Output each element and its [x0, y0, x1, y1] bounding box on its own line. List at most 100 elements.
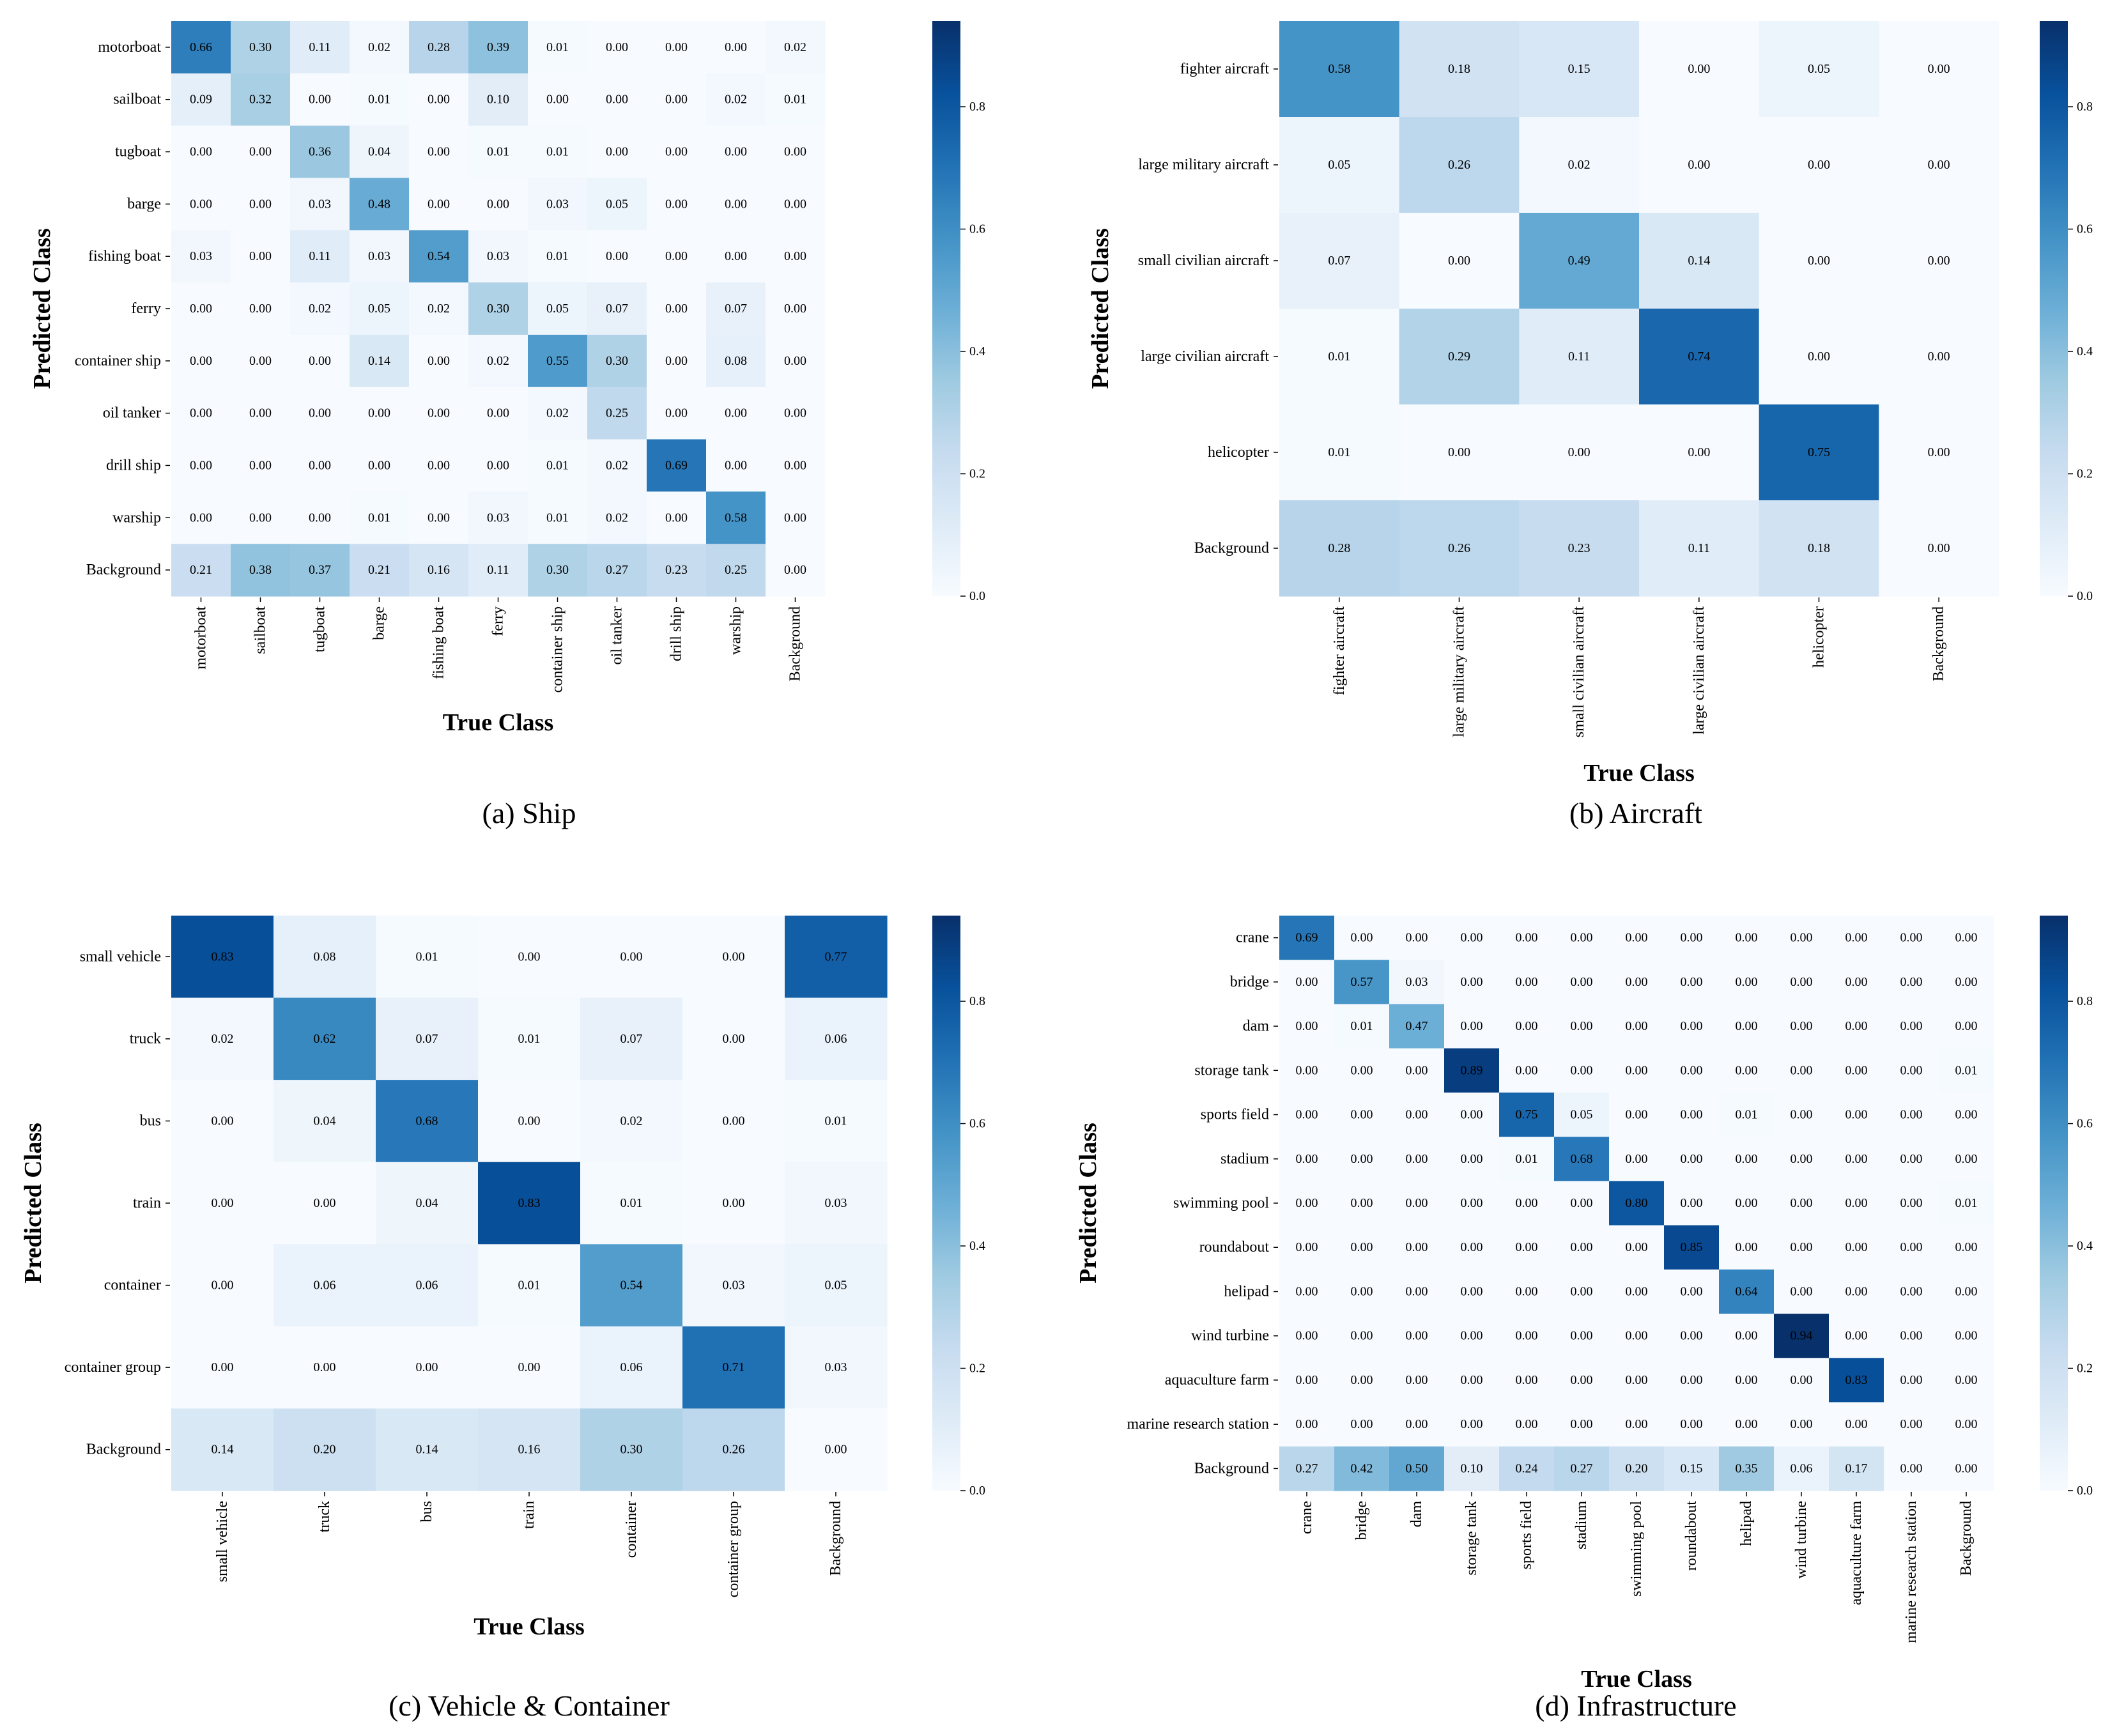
- cell-value: 0.00: [1845, 1240, 1868, 1254]
- cell-value: 0.00: [1461, 931, 1483, 945]
- cell-value: 0.05: [1808, 62, 1830, 76]
- cell-value: 0.14: [416, 1443, 438, 1457]
- cell-value: 0.00: [1461, 1152, 1483, 1166]
- heatmap-cell: [171, 1080, 274, 1163]
- cell-value: 0.54: [427, 249, 450, 263]
- cell-value: 0.00: [1955, 1108, 1978, 1122]
- colorbar-tick-label: 0.0: [969, 589, 985, 603]
- heatmap-cell: [766, 125, 826, 179]
- heatmap-cell: [1334, 1269, 1390, 1314]
- cell-value: 0.01: [487, 145, 509, 159]
- cell-value: 0.75: [1516, 1108, 1538, 1122]
- cell-value: 0.30: [487, 302, 509, 316]
- heatmap-cell: [706, 334, 766, 388]
- cell-value: 0.00: [606, 40, 628, 54]
- heatmap-cell: [350, 73, 410, 127]
- cell-value: 0.00: [1928, 350, 1950, 364]
- cell-value: 0.20: [1626, 1461, 1648, 1475]
- heatmap-cell: [682, 916, 785, 999]
- x-tick-label: tugboat: [312, 606, 328, 652]
- cell-value: 0.00: [1626, 1063, 1648, 1077]
- heatmap-cell: [1334, 1358, 1390, 1403]
- colorbar: 0.0 0.2 0.4 0.6 0.8: [932, 21, 985, 603]
- heatmap-cell: [528, 230, 588, 283]
- cell-value: 0.01: [546, 145, 569, 159]
- heatmap-cell: [1939, 1358, 1994, 1403]
- heatmap-cell: [1609, 1137, 1665, 1181]
- heatmap-cell: [409, 334, 469, 388]
- cell-value: 0.00: [725, 40, 747, 54]
- heatmap-cell: [290, 387, 350, 440]
- heatmap-cell: [1499, 1225, 1555, 1270]
- heatmap-cell: [1279, 1181, 1335, 1226]
- heatmap-cell: [706, 230, 766, 283]
- cell-value: 0.00: [665, 197, 688, 211]
- cell-value: 0.03: [1406, 975, 1428, 989]
- heatmap-cell: [1389, 1137, 1445, 1181]
- cell-value: 0.00: [1790, 1019, 1813, 1033]
- cell-value: 0.66: [190, 40, 212, 54]
- cell-value: 0.00: [427, 511, 450, 525]
- cell-value: 0.00: [1900, 1196, 1923, 1210]
- heatmap-cell: [1774, 1314, 1829, 1358]
- heatmap-cell: [1939, 1181, 1994, 1226]
- heatmap-cell: [647, 544, 707, 597]
- cell-value: 0.01: [1516, 1152, 1538, 1166]
- heatmap-cell: [766, 439, 826, 492]
- heatmap-cell: [1519, 21, 1640, 118]
- x-tick-label: oil tanker: [609, 606, 626, 664]
- cell-value: 0.05: [825, 1279, 847, 1293]
- heatmap-cell: [1664, 916, 1720, 960]
- heatmap-cell: [1639, 500, 1760, 597]
- heatmap-cell: [1719, 960, 1775, 1005]
- cell-value: 0.00: [1296, 1196, 1318, 1210]
- heatmap-cell: [647, 21, 707, 74]
- heatmap-cell: [350, 178, 410, 231]
- cell-value: 0.74: [1688, 350, 1710, 364]
- cell-value: 0.05: [546, 302, 569, 316]
- y-tick-label: container: [104, 1277, 161, 1294]
- heatmap-cell: [1389, 1048, 1445, 1093]
- cell-value: 0.01: [1351, 1019, 1373, 1033]
- cell-value: 0.00: [1845, 1019, 1868, 1033]
- heatmap-cell: [706, 544, 766, 597]
- cell-value: 0.00: [1681, 1019, 1703, 1033]
- cell-value: 0.00: [1571, 1019, 1593, 1033]
- heatmap-cell: [1444, 1181, 1500, 1226]
- heatmap-cell: [1664, 1181, 1720, 1226]
- heatmap-cell: [1939, 1269, 1994, 1314]
- x-tick-label: container: [623, 1501, 640, 1558]
- cell-value: 0.00: [1516, 1373, 1538, 1387]
- panel-vehicle-and-container: 0.83 0.08 0.01 0.00 0.00 0.00 0.77 0.02 0.62 0.07…: [20, 916, 985, 1722]
- cell-value: 0.05: [1571, 1108, 1593, 1122]
- cell-value: 0.00: [190, 511, 212, 525]
- heatmap-cell: [1444, 1446, 1500, 1491]
- cell-value: 0.57: [1351, 975, 1373, 989]
- heatmap-cell: [1389, 960, 1445, 1005]
- cell-value: 0.00: [665, 354, 688, 368]
- heatmap-cell: [682, 1244, 785, 1327]
- cell-value: 0.28: [1328, 541, 1350, 555]
- cell-value: 0.50: [1406, 1461, 1428, 1475]
- heatmap-cell: [376, 916, 479, 999]
- heatmap-cell: [350, 21, 410, 74]
- cell-value: 0.00: [1845, 1329, 1868, 1343]
- heatmap-cell: [350, 491, 410, 544]
- heatmap-cell: [478, 1326, 581, 1410]
- y-tick-label: bus: [140, 1112, 161, 1129]
- cell-value: 0.00: [1900, 1108, 1923, 1122]
- cell-value: 0.17: [1845, 1461, 1868, 1475]
- cell-value: 0.20: [314, 1443, 336, 1457]
- heatmap-cell: [587, 491, 647, 544]
- cell-value: 0.00: [1571, 1240, 1593, 1254]
- heatmap-cell: [647, 282, 707, 335]
- cell-value: 0.85: [1681, 1240, 1703, 1254]
- heatmap-cell: [1664, 1137, 1720, 1181]
- heatmap-cell: [468, 544, 528, 597]
- heatmap-cell: [231, 544, 291, 597]
- heatmap-cell: [290, 178, 350, 231]
- panel-caption: (d) Infrastructure: [1535, 1689, 1736, 1722]
- heatmap-cell: [1879, 117, 1999, 213]
- heatmap-cell: [273, 1408, 376, 1491]
- cell-value: 0.00: [212, 1114, 234, 1128]
